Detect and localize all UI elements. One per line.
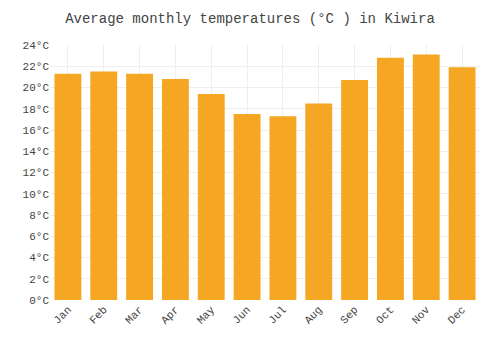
svg-text:14°C: 14°C (23, 146, 50, 158)
svg-text:8°C: 8°C (29, 210, 49, 222)
svg-text:2°C: 2°C (29, 274, 49, 286)
svg-text:Oct: Oct (374, 304, 396, 326)
svg-text:22°C: 22°C (23, 61, 50, 73)
svg-text:Aug: Aug (302, 304, 324, 326)
svg-text:12°C: 12°C (23, 167, 50, 179)
svg-text:Jan: Jan (51, 304, 73, 326)
svg-text:0°C: 0°C (29, 295, 49, 307)
svg-text:10°C: 10°C (23, 189, 50, 201)
svg-text:Mar: Mar (123, 304, 145, 326)
svg-text:24°C: 24°C (23, 40, 50, 52)
svg-text:Dec: Dec (446, 304, 468, 326)
svg-text:Feb: Feb (87, 304, 109, 326)
svg-text:Sep: Sep (338, 304, 360, 326)
svg-text:Nov: Nov (410, 304, 433, 327)
svg-text:4°C: 4°C (29, 252, 49, 264)
svg-text:Average monthly temperatures (: Average monthly temperatures (°C ) in Ki… (65, 11, 435, 27)
svg-text:16°C: 16°C (23, 125, 50, 137)
svg-text:May: May (195, 304, 218, 327)
svg-text:Apr: Apr (159, 304, 181, 326)
svg-text:18°C: 18°C (23, 104, 50, 116)
svg-text:20°C: 20°C (23, 82, 50, 94)
svg-text:6°C: 6°C (29, 231, 49, 243)
svg-text:Jun: Jun (231, 304, 253, 326)
svg-text:Jul: Jul (266, 304, 288, 326)
